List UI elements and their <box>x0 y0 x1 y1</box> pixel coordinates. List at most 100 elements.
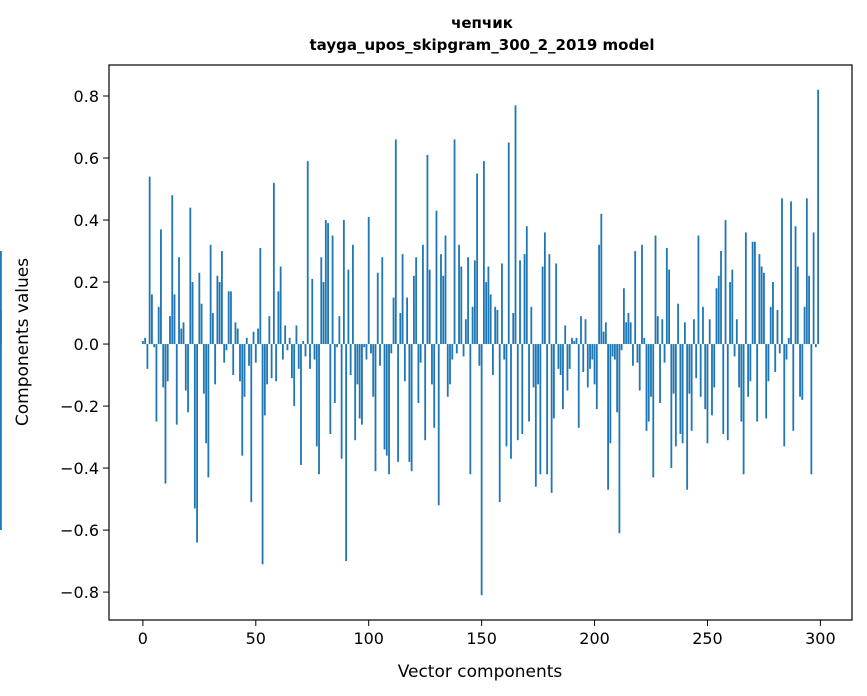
bar-193 <box>577 344 580 428</box>
bar-292 <box>801 344 804 400</box>
bar-231 <box>663 344 666 363</box>
bar-166 <box>516 344 519 441</box>
bar-142 <box>462 344 465 357</box>
bar-256 <box>720 251 722 345</box>
bar-232 <box>665 247 668 345</box>
bar-234 <box>670 344 673 469</box>
bar-23 <box>193 344 196 509</box>
bar-245 <box>695 344 698 379</box>
bar-66 <box>291 344 293 379</box>
bar-276 <box>765 344 768 419</box>
bar-11 <box>166 344 169 382</box>
bar-136 <box>449 344 451 385</box>
bar-61 <box>279 266 282 345</box>
y-tick-label: −0.2 <box>60 397 99 416</box>
bar-78 <box>318 344 320 475</box>
bar-274 <box>760 266 763 345</box>
bar-196 <box>584 319 587 345</box>
bar-55 <box>266 344 268 385</box>
bar-216 <box>629 322 632 345</box>
bar-70 <box>300 344 302 465</box>
bar-295 <box>808 275 810 345</box>
bar-undefined <box>0 251 2 345</box>
bar-289 <box>794 226 797 345</box>
bar-147 <box>473 260 476 345</box>
bar-184 <box>557 344 560 369</box>
bar-69 <box>297 344 300 369</box>
bar-26 <box>200 303 203 345</box>
bar-56 <box>268 316 271 345</box>
y-axis-ticks: −0.8 −0.6 −0.4 −0.2 0.0 0.2 0.4 0.6 0.8 <box>60 87 109 602</box>
bar-273 <box>758 254 761 345</box>
bar-98 <box>363 344 366 348</box>
bar-149 <box>478 344 481 366</box>
bar-107 <box>383 344 386 450</box>
bar-247 <box>699 344 702 397</box>
bar-84 <box>331 235 334 345</box>
bar-91 <box>347 269 350 345</box>
bar-127 <box>428 269 431 345</box>
bar-170 <box>525 226 528 345</box>
bar-156 <box>494 306 497 345</box>
bar-68 <box>295 325 298 345</box>
bar-249 <box>704 344 707 410</box>
bar-233 <box>668 269 670 345</box>
bar-137 <box>451 344 454 360</box>
bar-165 <box>514 105 517 345</box>
bar-228 <box>656 316 659 345</box>
bar-126 <box>426 154 429 345</box>
bar-42 <box>236 328 239 345</box>
bar-12 <box>169 316 171 345</box>
bar-204 <box>602 331 605 345</box>
bar-4 <box>151 294 153 345</box>
bar-43 <box>239 344 241 382</box>
bar-52 <box>259 247 262 345</box>
bar-24 <box>196 344 198 543</box>
bar-105 <box>379 344 381 366</box>
bar-39 <box>230 291 232 345</box>
bar-104 <box>376 272 379 345</box>
bar-2 <box>146 344 149 369</box>
bar-0 <box>141 340 144 345</box>
bar-120 <box>412 275 415 345</box>
bar-176 <box>539 344 542 475</box>
bar-8 <box>160 229 162 345</box>
bar-35 <box>221 251 223 345</box>
bar-187 <box>564 325 567 345</box>
bar-188 <box>566 344 569 391</box>
bar-251 <box>708 319 711 345</box>
bar-28 <box>205 344 208 444</box>
bar-102 <box>372 344 375 397</box>
bar-87 <box>338 316 341 345</box>
bar-17 <box>180 328 183 345</box>
bar-160 <box>503 344 506 360</box>
bar-212 <box>620 344 623 351</box>
bar-96 <box>358 344 361 419</box>
bar-209 <box>613 344 616 360</box>
bar-5 <box>153 344 156 348</box>
bar-235 <box>672 344 675 394</box>
bar-223 <box>645 344 648 431</box>
bar-80 <box>322 282 325 345</box>
bar-208 <box>611 344 614 357</box>
bar-1 <box>144 337 147 345</box>
bar-38 <box>227 291 230 345</box>
bar-74 <box>309 344 311 369</box>
bar-14 <box>173 294 176 345</box>
bar-211 <box>618 344 621 534</box>
bar-159 <box>501 263 503 345</box>
chart-title: чепчик <box>451 14 513 32</box>
bar-148 <box>476 173 479 345</box>
bar-15 <box>175 344 178 425</box>
bar-113 <box>397 344 399 462</box>
bar-7 <box>157 306 160 345</box>
x-tick-label: 100 <box>353 629 384 648</box>
bar-121 <box>415 257 418 345</box>
bar-155 <box>492 344 494 376</box>
bar-108 <box>385 344 388 456</box>
bar-103 <box>374 344 377 472</box>
bar-37 <box>225 344 228 351</box>
bar-41 <box>234 322 237 345</box>
bar-259 <box>726 344 729 441</box>
bar-76 <box>313 344 316 360</box>
